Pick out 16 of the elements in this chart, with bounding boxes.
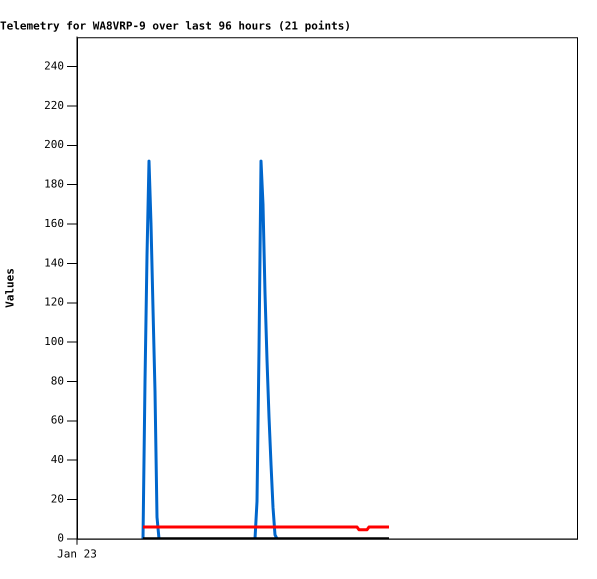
y-tick-label: 220 [44, 98, 64, 112]
y-axis-title: Values [3, 268, 16, 308]
y-tick-label: 200 [44, 138, 64, 152]
y-tick-label: 40 [50, 452, 64, 466]
y-tick-label: 140 [44, 256, 64, 270]
chart-title: Telemetry for WA8VRP-9 over last 96 hours (21 points) [0, 19, 351, 32]
y-tick-label: 20 [50, 492, 64, 506]
x-tick-label: Jan 23 [57, 547, 97, 560]
y-tick-label: 100 [44, 334, 64, 348]
y-tick-label: 60 [50, 414, 64, 427]
y-tick-label: 160 [44, 216, 64, 230]
y-tick-label: 0 [57, 532, 64, 545]
y-tick-label: 180 [44, 178, 64, 191]
y-tick-label: 80 [50, 374, 64, 388]
y-tick-label: 240 [44, 60, 64, 73]
y-tick-label: 120 [44, 296, 64, 309]
